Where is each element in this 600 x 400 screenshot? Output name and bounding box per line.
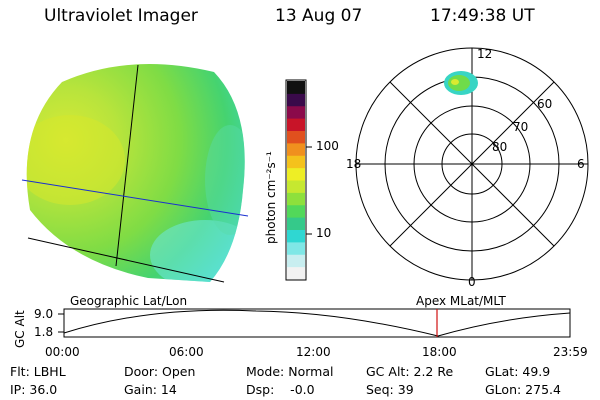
mlt-label-left: 18 (346, 157, 362, 171)
colorbar-cell (287, 192, 305, 206)
colorbar-cell (287, 142, 305, 156)
colorbar-label-100: 100 (316, 139, 339, 153)
info-seq: Seq: 39 (366, 382, 414, 397)
colorbar-cell (287, 241, 305, 255)
colorbar-cell (287, 118, 305, 131)
apex-label: Apex MLat/MLT (416, 294, 506, 308)
geographic-label: Geographic Lat/Lon (70, 294, 188, 308)
colorbar (287, 81, 305, 280)
colorbar-cell (287, 105, 305, 119)
info-door: Door: Open (124, 364, 196, 379)
latitude-line-black (27, 237, 225, 283)
colorbar-cell (287, 167, 305, 181)
ytick-label-9: 9.0 (34, 307, 54, 321)
info-glat: GLat: 49.9 (485, 364, 551, 379)
colorbar-label-10: 10 (316, 226, 332, 240)
colorbar-cell (287, 93, 305, 107)
info-gain: Gain: 14 (124, 382, 177, 397)
colorbar-cell (287, 204, 305, 218)
ytick-label-1-8: 1.8 (34, 325, 54, 339)
lat-label-60: 60 (537, 97, 553, 111)
mlt-label-right: 6 (577, 157, 585, 171)
date-label: 13 Aug 07 (275, 6, 363, 26)
colorbar-cell (287, 254, 305, 268)
colorbar-cell (287, 266, 305, 280)
latitude-line-blue (21, 179, 249, 217)
y-axis-title: GC Alt (13, 310, 27, 348)
info-glon: GLon: 275.4 (485, 382, 561, 397)
time-label: 17:49:38 UT (430, 6, 535, 26)
xtick-1800: 18:00 (422, 345, 457, 359)
altitude-curve (63, 309, 571, 337)
mlt-label-top: 12 (477, 47, 493, 61)
mlt-label-bottom: 0 (468, 275, 476, 289)
colorbar-cell (287, 155, 305, 169)
lat-label-70: 70 (513, 120, 529, 134)
info-gc-alt: GC Alt: 2.2 Re (366, 364, 454, 379)
info-ip: IP: 36.0 (10, 382, 58, 397)
instrument-title: Ultraviolet Imager (44, 6, 198, 26)
lat-label-80: 80 (492, 140, 508, 154)
colorbar-cell (287, 81, 305, 94)
aurora-patch (444, 71, 478, 95)
colorbar-cell (287, 229, 305, 243)
polar-diagonal-2 (389, 81, 555, 247)
xtick-0000: 00:00 (45, 345, 80, 359)
xtick-0600: 06:00 (169, 345, 204, 359)
info-dsp: Dsp: -0.0 (246, 382, 315, 397)
info-flt: Flt: LBHL (10, 364, 66, 379)
colorbar-frame (285, 79, 307, 281)
info-mode: Mode: Normal (246, 364, 334, 379)
timeline-frame (63, 308, 571, 338)
colorbar-cell (287, 217, 305, 230)
xtick-1200: 12:00 (296, 345, 331, 359)
longitude-line (115, 64, 139, 267)
colorbar-cell (287, 180, 305, 193)
xtick-2359: 23:59 (553, 345, 588, 359)
colorbar-cell (287, 130, 305, 144)
